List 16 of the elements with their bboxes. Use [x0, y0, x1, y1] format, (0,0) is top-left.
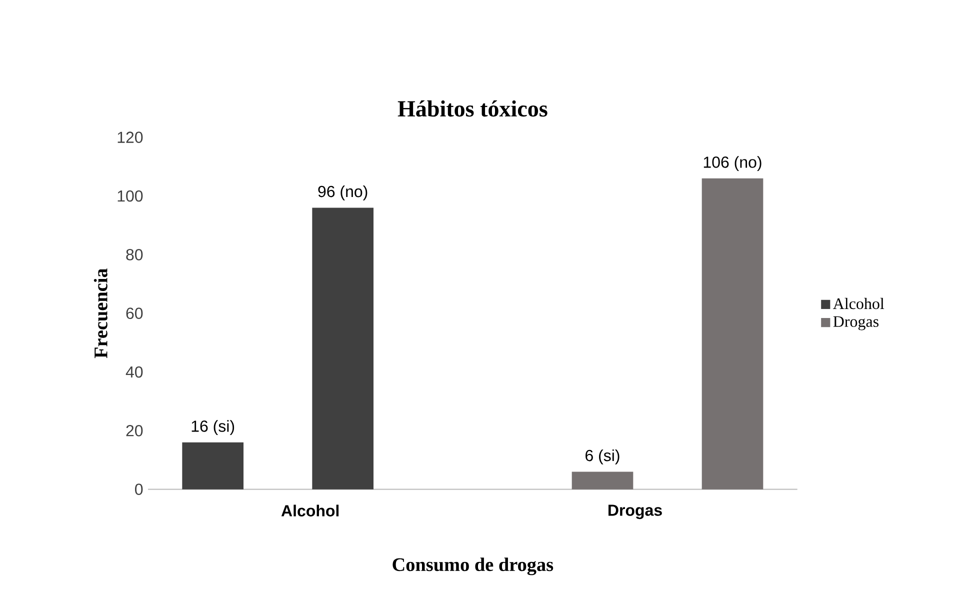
y-tick-label: 120: [118, 132, 143, 143]
data-label: 106 (no): [704, 156, 762, 172]
y-tick-label: 0: [135, 484, 143, 495]
x-axis-title: Consumo de drogas: [392, 558, 554, 576]
y-tick-label: 100: [118, 190, 143, 202]
data-label: 96 (no): [318, 185, 368, 200]
y-tick-label: 60: [126, 308, 143, 319]
legend-label: Drogas: [833, 316, 878, 330]
data-label: 6 (si): [586, 449, 620, 464]
data-label: 16 (si): [192, 420, 234, 436]
legend-label: Alcohol: [833, 298, 884, 310]
y-tick-label: 40: [126, 366, 143, 378]
y-axis-title: Frecuencia: [94, 268, 108, 358]
y-tick-label: 80: [126, 249, 143, 260]
chart-title: Hábitos tóxicos: [398, 100, 548, 117]
y-tick-label: 20: [126, 425, 143, 436]
